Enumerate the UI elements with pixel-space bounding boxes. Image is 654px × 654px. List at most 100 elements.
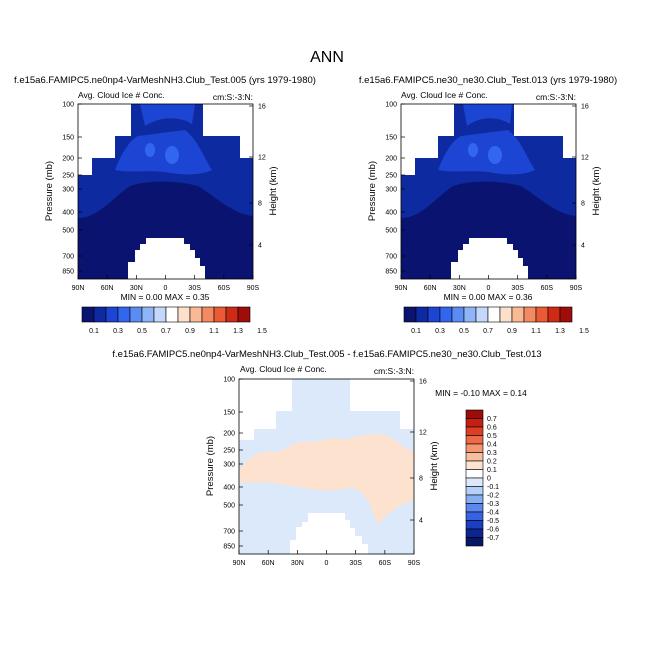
colorbar-swatch xyxy=(465,528,484,538)
colorbar-swatch xyxy=(403,306,417,323)
y-axis-label-right: Height (km) xyxy=(591,166,602,215)
colorbar-swatch xyxy=(465,511,484,521)
y-tick-label: 400 xyxy=(223,485,235,492)
x-tick-label: 30N xyxy=(291,560,304,567)
colorbar-label: 0.1 xyxy=(89,328,99,335)
colorbar-label: 1.5 xyxy=(579,328,589,335)
panel-3: f.e15a6.FAMIPC5.ne0np4-VarMeshNH3.Club_T… xyxy=(112,349,541,567)
y-tick-label: 150 xyxy=(223,410,235,417)
colorbar-swatch xyxy=(465,520,484,530)
colorbar-diff: 0.70.60.50.40.30.20.10-0.1-0.2-0.3-0.4-0… xyxy=(465,409,499,547)
colorbar-swatch xyxy=(465,537,484,547)
colorbar-swatch xyxy=(189,306,203,323)
y-tick-label-right: 4 xyxy=(258,243,262,250)
colorbar-swatch xyxy=(213,306,227,323)
y-tick-label-right: 4 xyxy=(419,518,423,525)
colorbar-swatch xyxy=(465,503,484,513)
x-tick-label: 60N xyxy=(101,285,114,292)
colorbar-abs-2: 0.1 0.3 0.5 0.7 0.9 1.1 1.3 1.5 xyxy=(403,306,589,335)
x-tick-label: 60S xyxy=(218,285,231,292)
colorbar-label: 0.6 xyxy=(487,425,497,432)
x-tick-label: 0 xyxy=(164,285,168,292)
figure-title: ANN xyxy=(310,49,344,66)
y-tick-label: 100 xyxy=(385,102,397,109)
field-upper xyxy=(463,104,512,126)
y-tick-label: 300 xyxy=(385,187,397,194)
colorbar-swatch xyxy=(165,306,179,323)
right-string: cm:S:-3:N: xyxy=(213,92,253,102)
colorbar-label: 0.3 xyxy=(113,328,123,335)
y-tick-label: 200 xyxy=(223,431,235,438)
y-axis-label: Pressure (mb) xyxy=(205,436,216,496)
field-ground xyxy=(451,238,528,279)
field-light-1 xyxy=(165,146,179,164)
axes-2: 90N 60N 30N 0 30S 60S 90S 100 150 200 250 300 400 500… xyxy=(385,102,589,293)
colorbar-label: 0.7 xyxy=(483,328,493,335)
y-tick-label: 700 xyxy=(385,254,397,261)
colorbar-swatch xyxy=(465,494,484,504)
field-light-1 xyxy=(488,146,502,164)
x-tick-label: 90S xyxy=(570,285,583,292)
colorbar-label: -0.3 xyxy=(487,501,499,508)
colorbar-swatch xyxy=(153,306,167,323)
y-tick-label: 700 xyxy=(62,254,74,261)
y-tick-label-right: 12 xyxy=(419,430,427,437)
colorbar-swatch xyxy=(487,306,501,323)
y-tick-label: 100 xyxy=(223,377,235,384)
colorbar-swatch xyxy=(415,306,429,323)
colorbar-label: 0.5 xyxy=(137,328,147,335)
colorbar-swatch xyxy=(93,306,107,323)
colorbar-label: 0.4 xyxy=(487,442,497,449)
field-deep xyxy=(78,181,253,279)
colorbar-label: 0.7 xyxy=(487,416,497,423)
y-tick-label: 100 xyxy=(62,102,74,109)
minmax-text: MIN = 0.00 MAX = 0.35 xyxy=(121,292,210,302)
colorbar-label: 0.9 xyxy=(185,328,195,335)
colorbar-label: 1.1 xyxy=(531,328,541,335)
colorbar-label: -0.6 xyxy=(487,527,499,534)
y-tick-label: 400 xyxy=(385,210,397,217)
field-light-2 xyxy=(468,143,478,157)
y-tick-label-right: 8 xyxy=(419,476,423,483)
colorbar-swatch xyxy=(141,306,155,323)
colorbar-swatch xyxy=(117,306,131,323)
y-tick-label: 250 xyxy=(385,173,397,180)
y-tick-label-right: 4 xyxy=(581,243,585,250)
colorbar-label: -0.5 xyxy=(487,518,499,525)
field-upper xyxy=(140,104,195,126)
x-tick-label: 90N xyxy=(72,285,85,292)
colorbar-swatch xyxy=(535,306,549,323)
plot-area xyxy=(77,103,254,280)
colorbar-swatch xyxy=(465,469,484,479)
x-tick-label: 90S xyxy=(408,560,421,567)
y-tick-label-right: 12 xyxy=(258,155,266,162)
x-tick-label: 0 xyxy=(325,560,329,567)
y-tick-label-right: 12 xyxy=(581,155,589,162)
left-string: Avg. Cloud Ice # Conc. xyxy=(240,364,327,374)
colorbar-swatch xyxy=(237,306,251,323)
colorbar-swatch xyxy=(499,306,513,323)
x-tick-label: 30N xyxy=(130,285,143,292)
colorbar-swatch xyxy=(177,306,191,323)
y-tick-label: 500 xyxy=(385,228,397,235)
x-tick-label: 30S xyxy=(511,285,524,292)
x-tick-label: 30N xyxy=(453,285,466,292)
colorbar-swatch xyxy=(451,306,465,323)
x-tick-label: 60S xyxy=(541,285,554,292)
colorbar-label: -0.7 xyxy=(487,535,499,542)
x-tick-label: 0 xyxy=(487,285,491,292)
field-positive xyxy=(239,434,414,525)
colorbar-swatch xyxy=(465,409,484,419)
colorbar-swatch xyxy=(511,306,525,323)
colorbar-swatch xyxy=(465,477,484,487)
y-tick-label: 200 xyxy=(385,156,397,163)
colorbar-label: 1.5 xyxy=(257,328,267,335)
colorbar-label: 0.5 xyxy=(487,433,497,440)
left-string: Avg. Cloud Ice # Conc. xyxy=(78,90,165,100)
colorbar-swatch xyxy=(439,306,453,323)
colorbar-swatch xyxy=(427,306,441,323)
colorbar-label: 0 xyxy=(487,476,491,483)
colorbar-label: 1.1 xyxy=(209,328,219,335)
y-axis-label-right: Height (km) xyxy=(429,441,440,490)
y-tick-label: 850 xyxy=(62,269,74,276)
